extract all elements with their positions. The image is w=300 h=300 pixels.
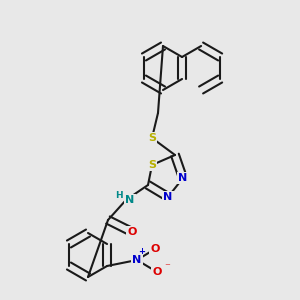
Text: O: O: [150, 244, 160, 254]
Text: O: O: [152, 267, 162, 277]
Text: N: N: [164, 192, 172, 202]
Text: ⁻: ⁻: [164, 262, 170, 272]
Text: +: +: [139, 248, 145, 256]
Text: O: O: [127, 227, 137, 237]
Text: N: N: [125, 195, 135, 205]
Text: N: N: [178, 173, 188, 183]
Text: S: S: [148, 160, 156, 170]
Text: N: N: [132, 255, 142, 265]
Text: S: S: [148, 133, 156, 143]
Text: H: H: [115, 190, 123, 200]
